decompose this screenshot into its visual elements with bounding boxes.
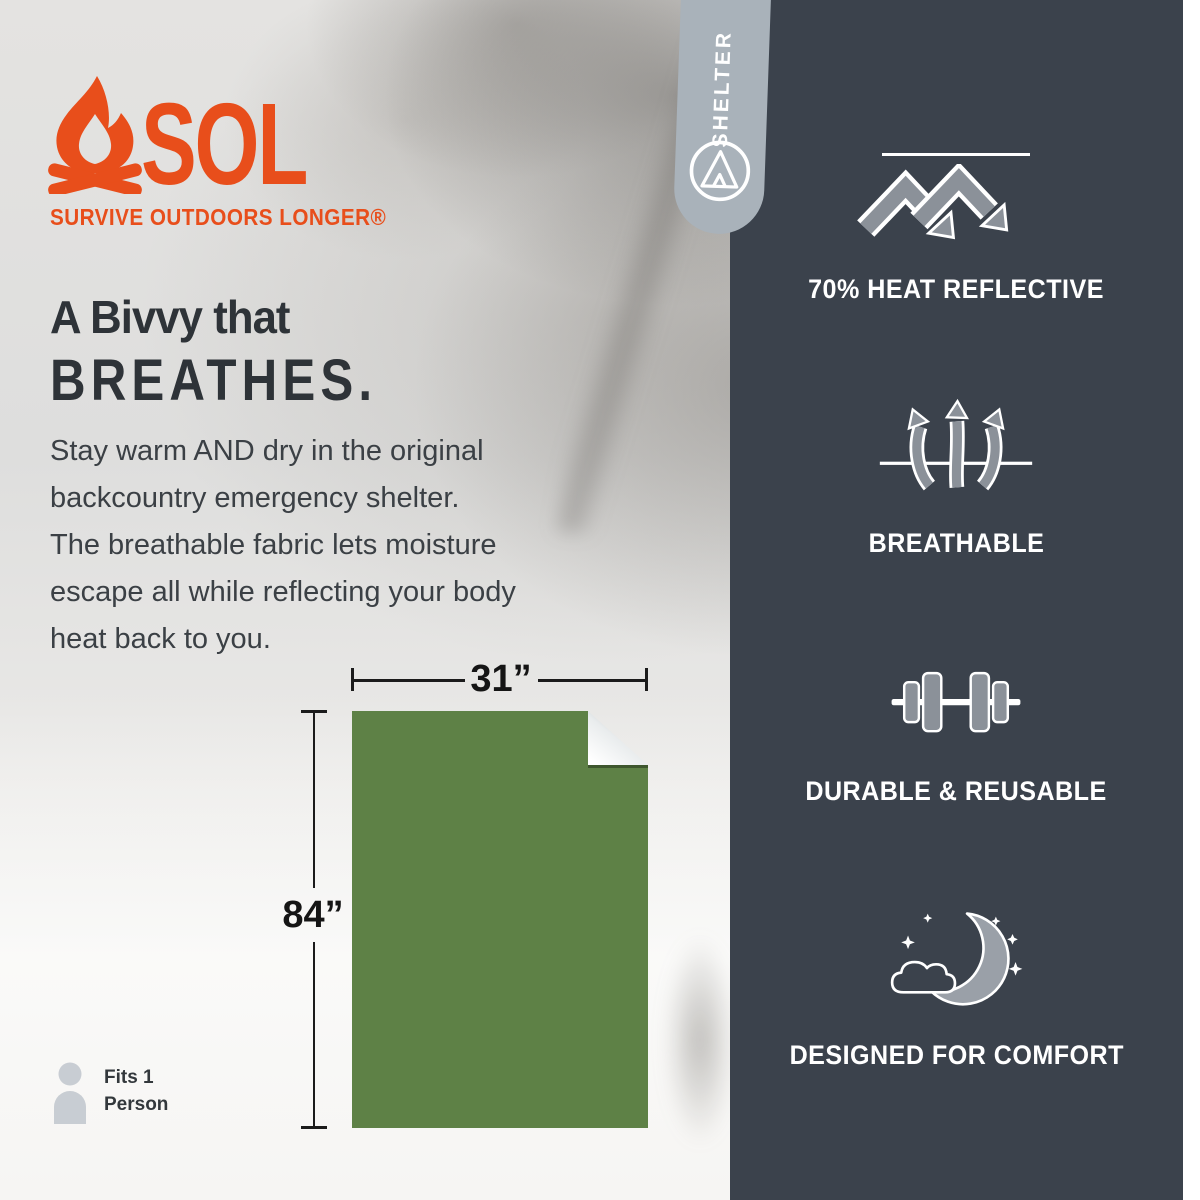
headline: A Bivvy that BREATHES.	[50, 292, 435, 414]
paragraph-line: The breathable fabric lets moisture	[50, 529, 497, 561]
person-icon	[54, 1062, 86, 1124]
width-dim-right-tick	[645, 668, 648, 691]
reflective-surface-line	[882, 153, 1030, 156]
brand-tagline: SURVIVE OUTDOORS LONGER®	[50, 204, 387, 230]
width-dim-left-tick	[351, 668, 354, 691]
category-tab-shelter: SHELTER	[672, 0, 771, 236]
moon-stars-icon	[890, 912, 1023, 1006]
capacity-line1: Fits 1	[104, 1067, 154, 1088]
feature-label-durable: DURABLE & REUSABLE	[805, 776, 1108, 806]
paragraph-line: escape all while reflecting your body	[50, 576, 516, 608]
brand-name: SOL	[141, 79, 308, 209]
category-tab-label: SHELTER	[708, 29, 736, 149]
height-dim-label: 84”	[282, 894, 344, 936]
height-dim-line-top	[312, 712, 315, 888]
width-dim-line-right	[538, 679, 646, 682]
paragraph-line: Stay warm AND dry in the original	[50, 435, 484, 467]
branch-shadow	[640, 880, 740, 1200]
paragraph-line: backcountry emergency shelter.	[50, 482, 460, 514]
category-tab-label-wrap: SHELTER	[676, 29, 770, 149]
headline-line2: BREATHES.	[50, 347, 378, 413]
capacity-label: Fits 1 Person	[104, 1064, 168, 1118]
description-paragraph: Stay warm AND dry in the original backco…	[50, 428, 630, 663]
height-dim-bottom-tick	[301, 1126, 327, 1129]
width-dim-line-left	[353, 679, 465, 682]
snowy-forest-photo	[0, 0, 744, 1200]
height-dim-line-bottom	[312, 942, 315, 1126]
campfire-icon	[48, 76, 142, 194]
dumbbell-icon	[891, 671, 1021, 733]
feature-label-comfort: DESIGNED FOR COMFORT	[789, 1040, 1124, 1070]
height-dim-top-tick	[301, 710, 327, 713]
bivvy-sheet-diagram	[352, 711, 648, 1128]
capacity-line2: Person	[104, 1094, 169, 1115]
reflective-arrows-icon	[857, 164, 1009, 240]
headline-line1: A Bivvy that	[50, 291, 290, 343]
paragraph-line: heat back to you.	[50, 623, 271, 655]
breathable-arrows-icon	[879, 398, 1033, 491]
width-dim-label: 31”	[470, 658, 532, 700]
tent-circle-icon	[689, 140, 751, 202]
feature-label-breathable: BREATHABLE	[868, 528, 1045, 558]
feature-label-heat-reflective: 70% HEAT REFLECTIVE	[808, 274, 1105, 304]
